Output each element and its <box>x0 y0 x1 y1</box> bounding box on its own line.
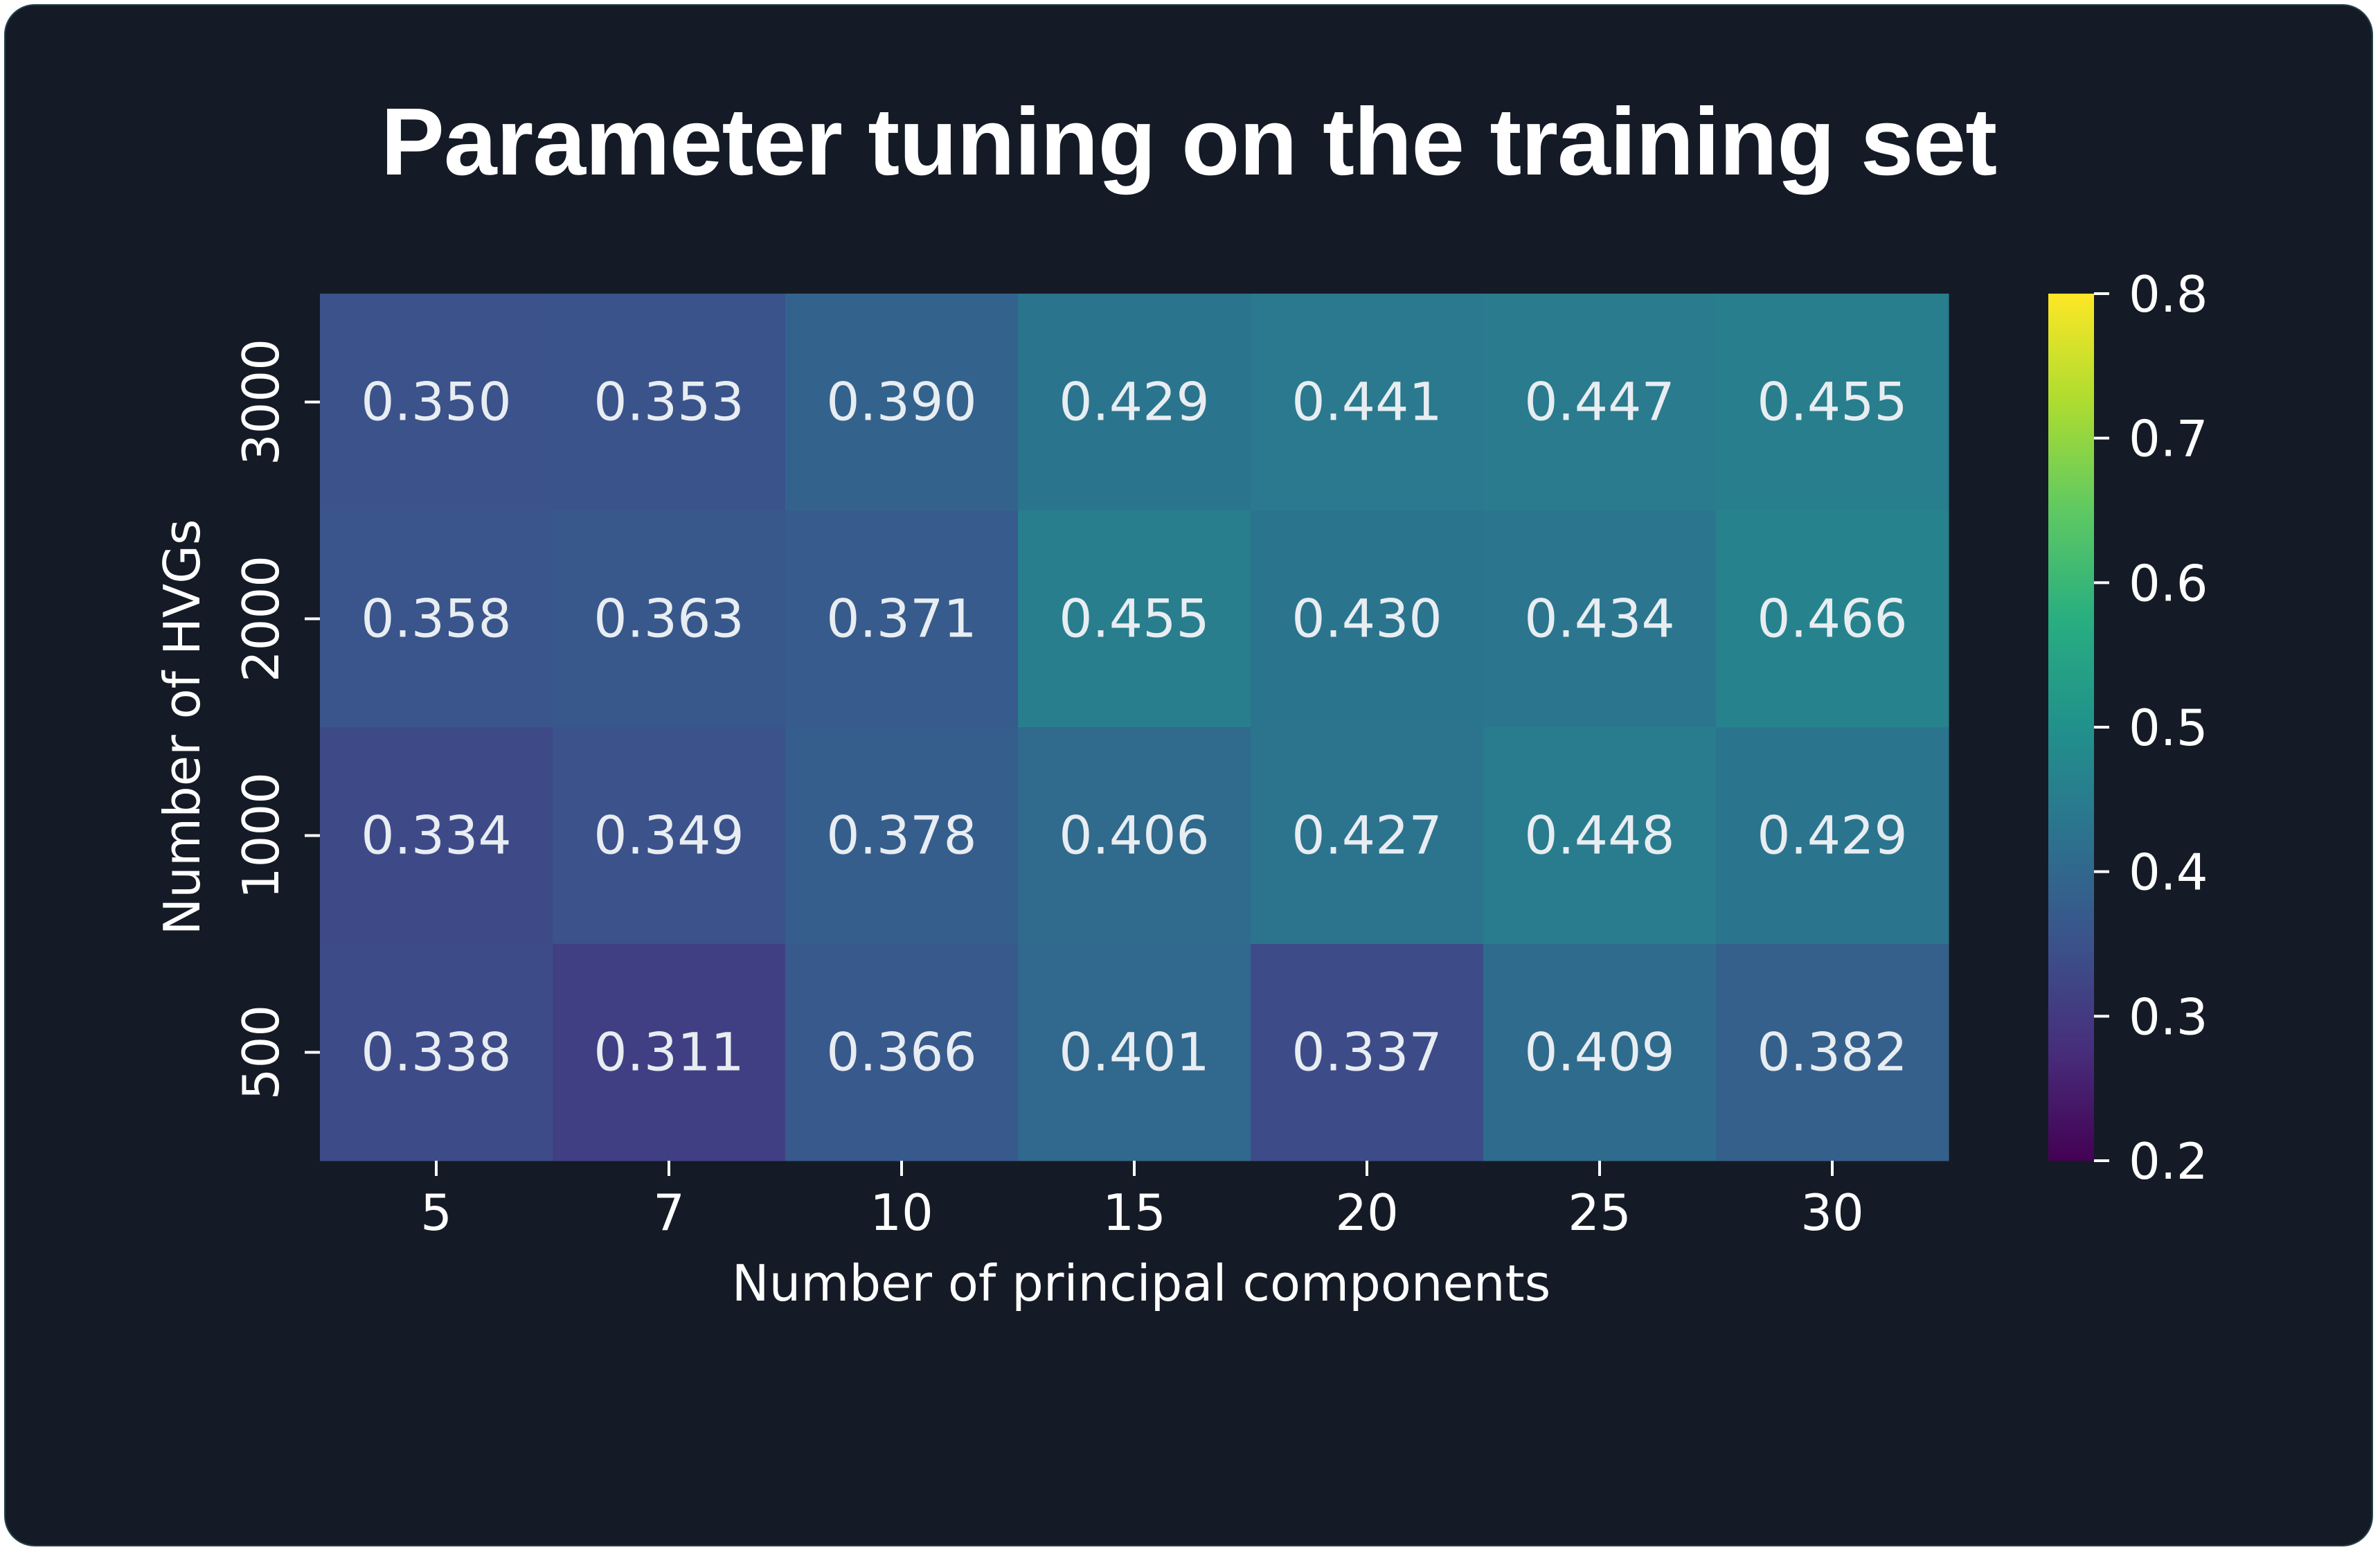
y-tick-label: 500 <box>232 1005 290 1100</box>
cell-value-label: 0.401 <box>1059 1022 1210 1083</box>
colorbar-tick-label: 0.2 <box>2129 1132 2208 1190</box>
cell-value-label: 0.338 <box>361 1022 512 1083</box>
colorbar-tick-label: 0.8 <box>2129 265 2208 323</box>
heatmap-cell <box>553 294 786 511</box>
cell-value-label: 0.358 <box>361 588 512 650</box>
cell-value-label: 0.349 <box>593 805 744 866</box>
heatmap-cell <box>320 510 553 728</box>
cell-value-label: 0.427 <box>1291 805 1442 866</box>
x-tick-label: 30 <box>1800 1184 1864 1242</box>
heatmap-cell <box>1018 510 1251 728</box>
colorbar-tick-label: 0.5 <box>2129 699 2208 757</box>
heatmap-cell <box>1483 294 1717 511</box>
x-tick-label: 10 <box>870 1184 933 1242</box>
heatmap-cell-labels: 0.350 0.353 0.390 0.429 0.441 0.447 0.455 0.358… <box>361 371 1908 1083</box>
y-tick-label: 1000 <box>232 772 290 899</box>
heatmap-cell <box>1483 510 1717 728</box>
y-axis: 3000 2000 1000 500 Number of HVGs <box>153 339 320 1100</box>
heatmap-cells <box>320 294 1949 1161</box>
heatmap-cell <box>1716 727 1949 945</box>
y-tick-label: 2000 <box>232 555 290 682</box>
x-tick-label: 25 <box>1568 1184 1631 1242</box>
heatmap-cell <box>1251 294 1484 511</box>
x-tick-label: 7 <box>653 1184 685 1242</box>
cell-value-label: 0.441 <box>1291 371 1442 433</box>
colorbar: 0.2 0.3 0.4 0.5 0.6 0.7 0.8 <box>2048 265 2208 1190</box>
heatmap-cell <box>1251 727 1484 945</box>
cell-value-label: 0.378 <box>826 805 977 866</box>
x-axis: 5 7 10 15 20 25 30 Number of principal componen… <box>420 1161 1864 1312</box>
x-axis-label: Number of principal components <box>732 1254 1550 1312</box>
heatmap-cell <box>785 510 1019 728</box>
colorbar-tick-label: 0.6 <box>2129 554 2208 612</box>
cell-value-label: 0.337 <box>1291 1022 1442 1083</box>
x-tick-label: 20 <box>1335 1184 1399 1242</box>
cell-value-label: 0.448 <box>1524 805 1675 866</box>
cell-value-label: 0.382 <box>1757 1022 1908 1083</box>
heatmap-cell <box>1483 944 1717 1161</box>
colorbar-gradient <box>2048 294 2094 1161</box>
heatmap-cell <box>1716 294 1949 511</box>
x-tick-label: 5 <box>420 1184 452 1242</box>
cell-value-label: 0.334 <box>361 805 512 866</box>
cell-value-label: 0.455 <box>1059 588 1210 650</box>
heatmap-cell <box>1251 510 1484 728</box>
cell-value-label: 0.429 <box>1757 805 1908 866</box>
heatmap-cell <box>320 294 553 511</box>
y-tick-label: 3000 <box>232 339 290 465</box>
heatmap-cell <box>553 944 786 1161</box>
heatmap-cell <box>1716 944 1949 1161</box>
cell-value-label: 0.466 <box>1757 588 1908 650</box>
heatmap-cell <box>1251 944 1484 1161</box>
cell-value-label: 0.311 <box>593 1022 744 1083</box>
cell-value-label: 0.429 <box>1059 371 1210 433</box>
cell-value-label: 0.371 <box>826 588 977 650</box>
cell-value-label: 0.430 <box>1291 588 1442 650</box>
heatmap-cell <box>1483 727 1717 945</box>
cell-value-label: 0.447 <box>1524 371 1675 433</box>
cell-value-label: 0.390 <box>826 371 977 433</box>
cell-value-label: 0.455 <box>1757 371 1908 433</box>
heatmap-cell <box>1018 727 1251 945</box>
heatmap-cell <box>1018 944 1251 1161</box>
cell-value-label: 0.409 <box>1524 1022 1675 1083</box>
cell-value-label: 0.434 <box>1524 588 1675 650</box>
heatmap-cell <box>320 944 553 1161</box>
cell-value-label: 0.353 <box>593 371 744 433</box>
cell-value-label: 0.406 <box>1059 805 1210 866</box>
y-axis-label: Number of HVGs <box>153 519 211 935</box>
heatmap-cell <box>785 727 1019 945</box>
heatmap-cell <box>785 294 1019 511</box>
cell-value-label: 0.363 <box>593 588 744 650</box>
heatmap-cell <box>553 727 786 945</box>
colorbar-tick-label: 0.3 <box>2129 988 2208 1046</box>
colorbar-tick-label: 0.7 <box>2129 410 2208 468</box>
heatmap-cell <box>1716 510 1949 728</box>
chart-title: Parameter tuning on the training set <box>380 89 1997 195</box>
x-tick-label: 15 <box>1102 1184 1166 1242</box>
heatmap-cell <box>785 944 1019 1161</box>
heatmap-cell <box>320 727 553 945</box>
heatmap-cell <box>553 510 786 728</box>
cell-value-label: 0.350 <box>361 371 512 433</box>
colorbar-tick-label: 0.4 <box>2129 844 2208 902</box>
cell-value-label: 0.366 <box>826 1022 977 1083</box>
heatmap-cell <box>1018 294 1251 511</box>
